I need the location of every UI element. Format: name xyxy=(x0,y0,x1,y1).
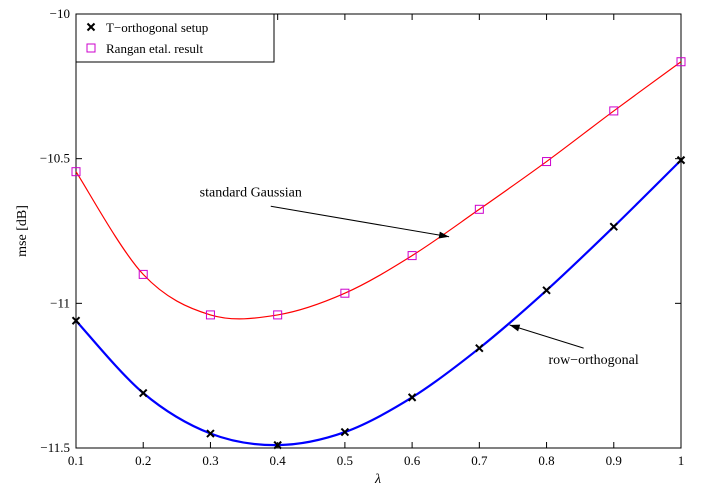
marker-square-point xyxy=(407,251,417,261)
x-tick-label: 0.1 xyxy=(68,453,84,468)
marker-square-point xyxy=(609,106,619,116)
y-tick-label: −10 xyxy=(50,6,70,21)
x-tick-label: 0.4 xyxy=(270,453,287,468)
axis-ticks: 0.1 0.2 0.3 0.4 0.5 0.6 0.7 0.8 0.9 1 −11.5 −11 −10.… xyxy=(40,6,684,468)
legend-entries xyxy=(86,22,96,53)
legend-label-t-orthogonal: T−orthogonal setup xyxy=(106,20,208,35)
marker-x-point xyxy=(139,388,148,398)
x-tick-label: 0.8 xyxy=(538,453,554,468)
series-line-t-orthogonal xyxy=(75,159,682,447)
legend-symbol-rangan xyxy=(86,43,96,53)
marker-x-point xyxy=(71,316,81,325)
marker-square-point xyxy=(542,157,552,167)
x-tick-label: 0.2 xyxy=(135,453,151,468)
marker-x-point xyxy=(475,343,484,353)
marker-x-point xyxy=(542,286,551,295)
y-tick-label: −11 xyxy=(50,295,70,310)
marker-x-point xyxy=(676,155,686,165)
annotation-row-orthogonal: row−orthogonal xyxy=(548,353,638,368)
marker-square-point xyxy=(138,269,148,279)
x-tick-label: 1 xyxy=(678,453,685,468)
annotations: standard Gaussian row−orthogonal xyxy=(200,185,639,368)
marker-square-point xyxy=(676,57,686,67)
x-tick-label: 0.9 xyxy=(606,453,622,468)
marker-x-point xyxy=(609,222,618,231)
marker-square-point xyxy=(340,288,350,298)
marker-square-point xyxy=(71,167,81,177)
legend-label-rangan: Rangan etal. result xyxy=(106,41,203,56)
annotation-standard-gaussian: standard Gaussian xyxy=(200,185,302,200)
series-curves xyxy=(75,61,682,447)
legend-symbol-t-orthogonal xyxy=(86,22,96,32)
arrow-row-orthogonal xyxy=(509,324,584,349)
x-axis-label: λ xyxy=(374,472,381,487)
x-tick-label: 0.6 xyxy=(404,453,421,468)
x-tick-label: 0.7 xyxy=(471,453,488,468)
series-markers xyxy=(71,57,686,450)
marker-square-point xyxy=(273,310,283,320)
plot-area xyxy=(75,13,682,449)
y-tick-label: −11.5 xyxy=(40,440,70,455)
y-axis-label: mse [dB] xyxy=(15,205,30,257)
marker-square-point xyxy=(474,204,484,214)
x-tick-label: 0.3 xyxy=(202,453,218,468)
legend: T−orthogonal setup Rangan etal. result xyxy=(75,13,275,63)
arrow-standard-gaussian xyxy=(270,205,450,239)
y-tick-label: −10.5 xyxy=(40,151,70,166)
marker-x-point xyxy=(340,427,350,437)
marker-x-point xyxy=(407,393,417,402)
legend-box xyxy=(75,13,275,63)
series-line-rangan xyxy=(75,61,682,320)
marker-x-point xyxy=(206,429,215,438)
x-tick-label: 0.5 xyxy=(337,453,353,468)
marker-square-point xyxy=(205,310,215,320)
